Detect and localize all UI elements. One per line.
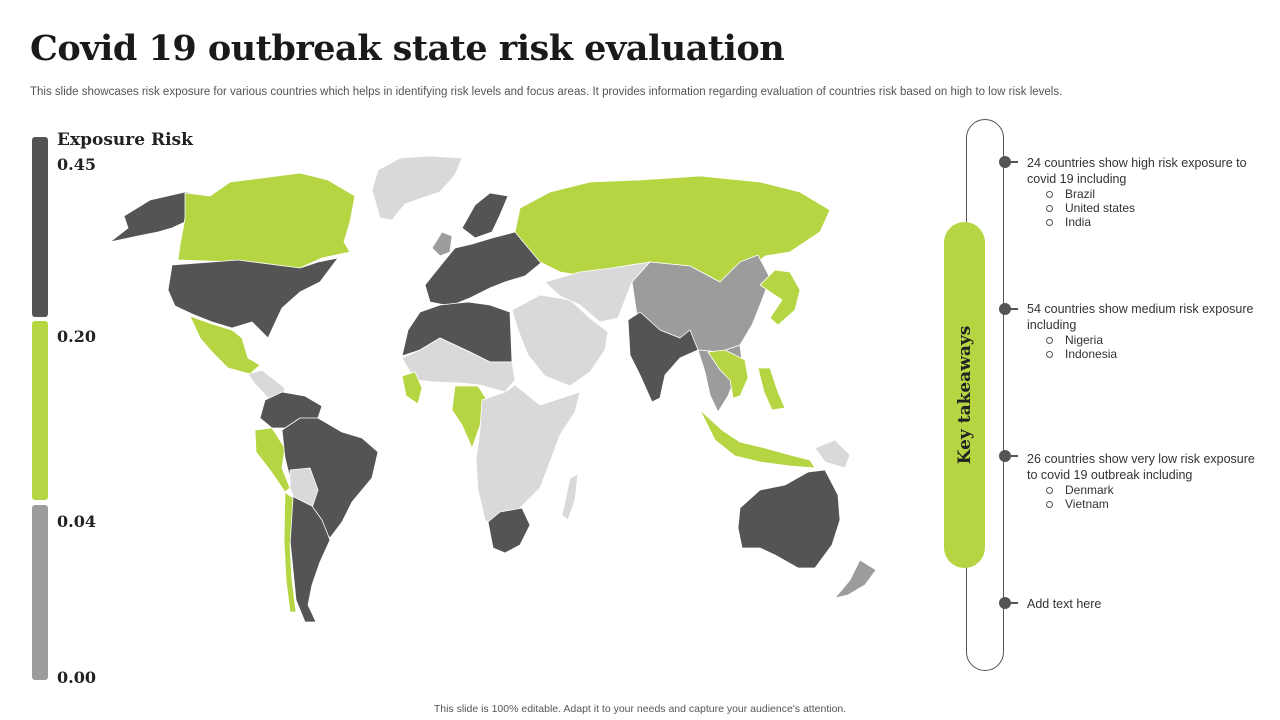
region-uk xyxy=(431,231,453,257)
region-central-asia xyxy=(544,261,651,323)
takeaway-bullets: Nigeria Indonesia xyxy=(1027,333,1267,361)
scale-label-000: 0.00 xyxy=(57,668,96,687)
region-middle-east xyxy=(511,294,609,387)
region-central-africa xyxy=(451,385,488,449)
scale-label-045: 0.45 xyxy=(57,155,96,174)
key-takeaways-pill xyxy=(944,222,985,568)
takeaway-bullet: Vietnam xyxy=(1027,497,1267,511)
takeaway-bullet: Denmark xyxy=(1027,483,1267,497)
region-japan-korea xyxy=(759,269,801,326)
region-india xyxy=(627,311,699,403)
region-usa xyxy=(167,257,339,339)
takeaway-item-low-risk: 26 countries show very low risk exposure… xyxy=(1027,451,1267,511)
region-western-europe xyxy=(424,231,543,307)
region-mexico xyxy=(189,315,261,375)
world-map xyxy=(109,155,877,623)
region-scandinavia xyxy=(461,192,509,239)
timeline-dot-4 xyxy=(999,597,1018,609)
takeaway-bullet: Brazil xyxy=(1027,187,1267,201)
region-philippines xyxy=(757,367,786,411)
region-papua xyxy=(814,439,851,469)
takeaway-bullet: Indonesia xyxy=(1027,347,1267,361)
takeaway-text: 24 countries show high risk exposure to … xyxy=(1027,156,1247,186)
region-vietnam xyxy=(707,349,749,399)
scale-label-004: 0.04 xyxy=(57,512,96,531)
takeaway-text: 54 countries show medium risk exposure i… xyxy=(1027,302,1254,332)
scale-segment-medium xyxy=(32,505,48,680)
timeline-dot-3 xyxy=(999,450,1018,462)
region-chile-strip xyxy=(283,491,297,613)
region-south-africa xyxy=(487,507,531,554)
takeaway-bullet: Nigeria xyxy=(1027,333,1267,347)
takeaway-bullet: United states xyxy=(1027,201,1267,215)
page-subtitle: This slide showcases risk exposure for v… xyxy=(30,86,1063,98)
region-canada xyxy=(177,172,356,279)
region-australia xyxy=(737,469,841,569)
region-argentina-chile xyxy=(289,495,331,623)
scale-segment-low xyxy=(32,321,48,500)
timeline-dot-1 xyxy=(999,156,1018,168)
takeaway-text: 26 countries show very low risk exposure… xyxy=(1027,452,1255,482)
scale-segment-high xyxy=(32,137,48,317)
footer-note: This slide is 100% editable. Adapt it to… xyxy=(433,703,847,715)
region-new-zealand xyxy=(834,559,877,599)
takeaway-item-add-text: Add text here xyxy=(1027,596,1267,612)
scale-label-020: 0.20 xyxy=(57,327,96,346)
page-title: Covid 19 outbreak state risk evaluation xyxy=(30,28,785,69)
takeaway-bullets: Denmark Vietnam xyxy=(1027,483,1267,511)
takeaway-bullets: Brazil United states India xyxy=(1027,187,1267,229)
takeaway-item-high-risk: 24 countries show high risk exposure to … xyxy=(1027,155,1267,229)
region-east-southern-africa xyxy=(475,384,581,531)
region-sahel xyxy=(401,337,516,393)
takeaway-item-medium-risk: 54 countries show medium risk exposure i… xyxy=(1027,301,1267,361)
region-greenland xyxy=(371,155,463,221)
takeaway-text: Add text here xyxy=(1027,597,1102,611)
scale-title: Exposure Risk xyxy=(57,130,193,150)
region-indonesia xyxy=(699,409,816,469)
timeline-dot-2 xyxy=(999,303,1018,315)
region-madagascar xyxy=(561,473,579,521)
key-takeaways-label: Key takeaways xyxy=(954,325,975,465)
takeaway-bullet: India xyxy=(1027,215,1267,229)
region-west-africa-spot xyxy=(401,371,423,405)
